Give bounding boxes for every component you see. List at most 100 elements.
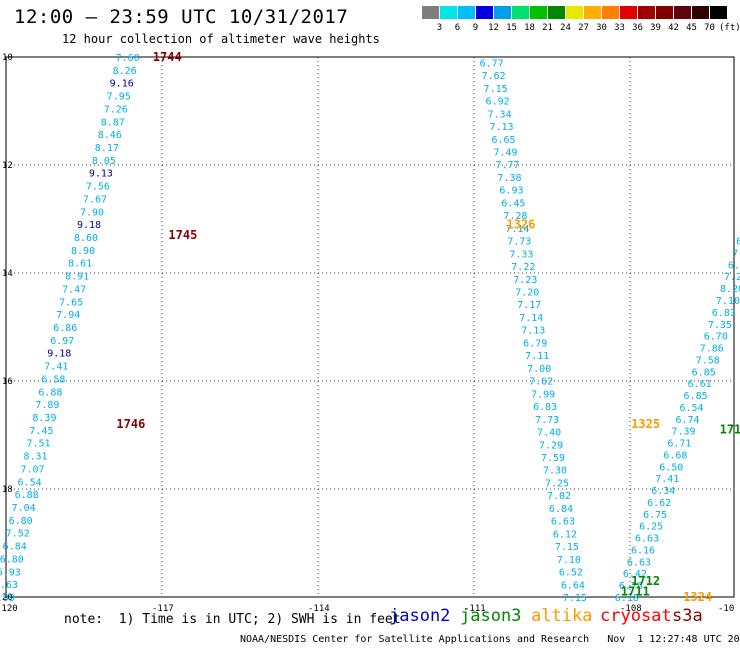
lon-tick-label: -108 xyxy=(620,604,642,614)
wave-height-label: 7.04 xyxy=(12,503,36,514)
wave-height-label: 8.26 xyxy=(113,66,137,77)
wave-height-label: 7.17 xyxy=(517,300,541,311)
wave-height-label: 8.61 xyxy=(68,259,92,270)
lon-tick-label: -111 xyxy=(464,604,486,614)
wave-height-label: 6.50 xyxy=(659,462,683,473)
wave-height-label: 6.86 xyxy=(53,323,77,334)
scale-label: 24 xyxy=(560,23,571,33)
wave-height-label: 7.60 xyxy=(116,53,140,64)
scale-label: 30 xyxy=(596,23,607,33)
wave-height-label: 5.99 xyxy=(0,593,15,604)
wave-height-label: 7.65 xyxy=(59,297,83,308)
pass-time-label: 1324 xyxy=(683,590,712,604)
scale-swatch xyxy=(674,6,691,19)
scale-label: (ft) xyxy=(719,23,740,33)
wave-height-label: 6.83 xyxy=(533,402,557,413)
units-note: note: 1) Time is in UTC; 2) SWH is in fe… xyxy=(64,612,401,627)
wave-height-label: 6.74 xyxy=(675,415,699,426)
wave-height-label: 8.90 xyxy=(71,246,95,257)
wave-height-label: 7.77 xyxy=(495,160,519,171)
wave-height-label: 7.39 xyxy=(671,427,695,438)
wave-height-label: 8.46 xyxy=(98,130,122,141)
wave-height-label: 7.22 xyxy=(511,262,535,273)
pass-time-label: 1745 xyxy=(168,228,197,242)
wave-height-label: 7.10 xyxy=(716,296,740,307)
wave-height-label: 6.93 xyxy=(0,567,21,578)
wave-height-label: 7.41 xyxy=(655,474,679,485)
wave-height-label: 7.47 xyxy=(62,284,86,295)
wave-height-label: 7.67 xyxy=(83,194,107,205)
wave-height-label: 6.97 xyxy=(736,237,740,248)
lon-tick-label: -114 xyxy=(308,604,330,614)
wave-height-label: 9.18 xyxy=(77,220,101,231)
wave-height-label: 6.42 xyxy=(623,569,647,580)
wave-height-label: 7.73 xyxy=(535,415,559,426)
wave-height-label: 8.17 xyxy=(95,143,119,154)
map-subtitle: 12 hour collection of altimeter wave hei… xyxy=(62,32,380,46)
lat-tick-label: 16 xyxy=(2,377,13,387)
wave-height-label: 7.13 xyxy=(521,326,545,337)
wave-height-label: 7.00 xyxy=(527,364,551,375)
wave-height-label: 6.71 xyxy=(667,439,691,450)
wave-height-label: 9.18 xyxy=(47,349,71,360)
scale-label: 9 xyxy=(472,23,479,33)
wave-height-label: 7.99 xyxy=(531,389,555,400)
wave-height-label: 7.28 xyxy=(503,211,527,222)
wave-height-label: 6.65 xyxy=(728,260,740,271)
scale-swatch xyxy=(530,6,547,19)
map-grid xyxy=(5,56,735,598)
wave-height-label: 6.78 xyxy=(619,581,643,592)
scale-label: 6 xyxy=(454,23,461,33)
wave-height-label: 8.60 xyxy=(74,233,98,244)
wave-height-label: 9.16 xyxy=(110,79,134,90)
wave-height-label: 6.63 xyxy=(635,534,659,545)
wave-height-label: 6.77 xyxy=(480,58,504,69)
wave-height-label: 8.87 xyxy=(101,117,125,128)
scale-label: 12 xyxy=(488,23,499,33)
wave-height-label: 6.61 xyxy=(688,379,712,390)
axis-tick-labels: 10 12 14 16 18 20-120 -117 -114 -111 -108 -10 xyxy=(0,53,734,614)
wave-height-label: 6.63 xyxy=(627,557,651,568)
wave-height-label: 8.91 xyxy=(65,272,89,283)
scale-label: 36 xyxy=(632,23,643,33)
scale-swatch xyxy=(476,6,493,19)
wave-height-label: 7.62 xyxy=(482,71,506,82)
wave-height-label: 6.84 xyxy=(549,504,573,515)
wave-height-label: 7.30 xyxy=(543,466,567,477)
wave-height-label: 7.25 xyxy=(545,478,569,489)
satellite-tracks: 7.60 8.26 9.16 7.957.26 8.87 8.46 8.17 8.05 9.13… xyxy=(0,50,740,604)
lat-tick-label: 18 xyxy=(2,485,13,495)
wave-height-label: 6.62 xyxy=(647,498,671,509)
wave-height-label: 7.11 xyxy=(525,351,549,362)
wave-height-label: 7.15 xyxy=(484,84,508,95)
pass-time-label: 1713 xyxy=(720,423,740,437)
wave-height-label: 7.35 xyxy=(708,320,732,331)
wave-height-label: 7.29 xyxy=(539,440,563,451)
wave-height-label: 7.62 xyxy=(529,377,553,388)
wave-height-label: 7.34 xyxy=(488,109,512,120)
wave-height-label: 6.68 xyxy=(663,450,687,461)
credit-line: NOAA/NESDIS Center for Satellite Applica… xyxy=(240,634,740,645)
wave-height-label: 7.95 xyxy=(107,92,131,103)
wave-height-label: 6.92 xyxy=(486,97,510,108)
pass-time-label: 1744 xyxy=(153,50,182,64)
map-title: 12:00 – 23:59 UTC 10/31/2017 xyxy=(14,6,349,28)
wave-height-label: 7.52 xyxy=(6,529,30,540)
wave-height-label: 8.39 xyxy=(32,413,56,424)
scale-swatch xyxy=(422,6,439,19)
wave-height-label: 7.10 xyxy=(557,555,581,566)
map-frame xyxy=(5,56,735,598)
scale-swatch xyxy=(710,6,727,19)
scale-swatch xyxy=(692,6,709,19)
wave-height-label: 7.86 xyxy=(700,344,724,355)
wave-height-label: 8.31 xyxy=(23,452,47,463)
pass-time-label: 1325 xyxy=(631,417,660,431)
pass-time-label: 1712 xyxy=(631,574,660,588)
wave-height-label: 6.54 xyxy=(18,477,42,488)
wave-height-label: 7.73 xyxy=(507,237,531,248)
wave-height-label: 6.80 xyxy=(9,516,33,527)
scale-swatch xyxy=(458,6,475,19)
wave-height-label: 6.64 xyxy=(561,580,585,591)
wave-height-label: 6.85 xyxy=(684,391,708,402)
wave-height-label: 7.51 xyxy=(26,439,50,450)
